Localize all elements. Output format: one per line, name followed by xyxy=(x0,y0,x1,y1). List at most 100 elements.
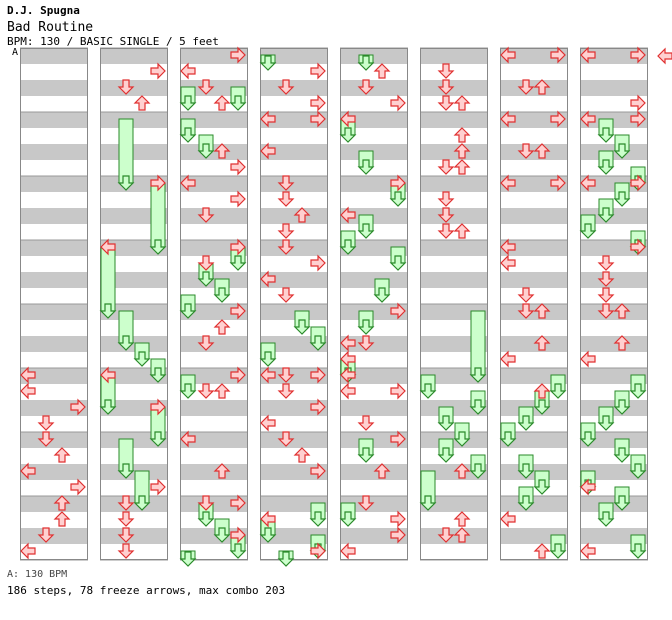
step-arrow-left xyxy=(20,382,36,400)
step-arrow-right xyxy=(310,254,326,272)
step-arrow-up xyxy=(453,95,471,111)
step-arrow-right xyxy=(150,174,166,192)
freeze-arrow-tail xyxy=(149,367,167,383)
step-arrow-up xyxy=(453,223,471,239)
step-arrow-down xyxy=(197,207,215,223)
freeze-arrow-tail xyxy=(389,255,407,271)
step-arrow-left xyxy=(260,270,276,288)
freeze-arrow-tail xyxy=(357,55,375,71)
step-arrow-left xyxy=(180,174,196,192)
measure-column xyxy=(500,47,568,561)
freeze-arrow-tail xyxy=(339,511,357,527)
step-arrow-right xyxy=(230,190,246,208)
freeze-arrow-tail xyxy=(99,399,117,415)
freeze-arrow-tail xyxy=(259,55,277,71)
freeze-arrow-tail xyxy=(339,127,357,143)
freeze-arrow-tail xyxy=(629,383,647,399)
freeze-arrow-body xyxy=(150,182,166,248)
step-arrow-right xyxy=(310,398,326,416)
step-arrow-right xyxy=(230,366,246,384)
step-arrow-down xyxy=(117,527,135,543)
freeze-arrow-tail xyxy=(373,287,391,303)
step-arrow-right xyxy=(630,94,646,112)
step-arrow-left xyxy=(580,542,596,560)
step-arrow-up xyxy=(53,495,71,511)
step-arrow-down xyxy=(37,431,55,447)
freeze-arrow-tail xyxy=(549,543,567,559)
step-arrow-left xyxy=(580,350,596,368)
step-arrow-left xyxy=(657,47,672,65)
step-arrow-left xyxy=(580,46,596,64)
freeze-arrow-tail xyxy=(213,527,231,543)
step-arrow-up xyxy=(53,511,71,527)
step-arrow-down xyxy=(197,79,215,95)
step-arrow-right xyxy=(390,526,406,544)
bpm-legend: A: 130 BPM xyxy=(7,569,68,580)
step-arrow-up xyxy=(133,95,151,111)
step-arrow-right xyxy=(390,174,406,192)
step-arrow-down xyxy=(117,79,135,95)
step-arrow-down xyxy=(437,159,455,175)
freeze-arrow-tail xyxy=(533,399,551,415)
freeze-arrow-tail xyxy=(613,191,631,207)
step-arrow-right xyxy=(230,526,246,544)
freeze-arrow-tail xyxy=(179,551,197,567)
step-arrow-down xyxy=(197,255,215,271)
step-arrow-right xyxy=(630,174,646,192)
step-arrow-down xyxy=(277,287,295,303)
freeze-arrow-tail xyxy=(293,319,311,335)
step-arrow-left xyxy=(340,542,356,560)
freeze-arrow-tail xyxy=(133,495,151,511)
freeze-arrow-tail xyxy=(597,127,615,143)
step-arrow-down xyxy=(597,271,615,287)
step-arrow-up xyxy=(453,511,471,527)
freeze-arrow-tail xyxy=(419,383,437,399)
step-arrow-down xyxy=(437,79,455,95)
step-arrow-left xyxy=(500,174,516,192)
chart-info: BPM: 130 / BASIC SINGLE / 5 feet xyxy=(7,35,219,48)
step-arrow-right xyxy=(550,110,566,128)
step-arrow-right xyxy=(550,174,566,192)
step-arrow-left xyxy=(500,46,516,64)
step-arrow-down xyxy=(597,303,615,319)
step-arrow-up xyxy=(373,63,391,79)
step-arrow-down xyxy=(117,511,135,527)
step-arrow-down xyxy=(277,431,295,447)
song-title: Bad Routine xyxy=(7,20,94,35)
freeze-arrow-tail xyxy=(597,415,615,431)
step-arrow-down xyxy=(197,335,215,351)
freeze-arrow-tail xyxy=(259,527,277,543)
step-arrow-up xyxy=(613,335,631,351)
freeze-arrow-tail xyxy=(259,351,277,367)
freeze-arrow-tail xyxy=(357,319,375,335)
measure-column xyxy=(260,47,328,561)
step-arrow-left xyxy=(20,542,36,560)
freeze-arrow-tail xyxy=(197,143,215,159)
step-arrow-down xyxy=(197,495,215,511)
step-arrow-right xyxy=(310,542,326,560)
step-arrow-left xyxy=(180,430,196,448)
freeze-arrow-tail xyxy=(613,143,631,159)
step-arrow-down xyxy=(357,335,375,351)
freeze-arrow-tail xyxy=(597,207,615,223)
freeze-arrow-body xyxy=(100,246,116,312)
step-arrow-left xyxy=(340,366,356,384)
step-arrow-up xyxy=(373,463,391,479)
freeze-arrow-tail xyxy=(229,255,247,271)
freeze-arrow-tail xyxy=(613,447,631,463)
step-arrow-right xyxy=(630,238,646,256)
step-arrow-up xyxy=(533,79,551,95)
step-arrow-down xyxy=(437,207,455,223)
freeze-arrow-tail xyxy=(213,287,231,303)
step-arrow-right xyxy=(310,462,326,480)
step-arrow-down xyxy=(117,543,135,559)
freeze-arrow-tail xyxy=(579,431,597,447)
step-arrow-right xyxy=(390,510,406,528)
step-arrow-down xyxy=(277,191,295,207)
step-arrow-down xyxy=(117,495,135,511)
step-arrow-up xyxy=(213,319,231,335)
step-arrow-left xyxy=(260,142,276,160)
step-arrow-up xyxy=(533,383,551,399)
step-arrow-right xyxy=(390,94,406,112)
step-arrow-left xyxy=(260,366,276,384)
